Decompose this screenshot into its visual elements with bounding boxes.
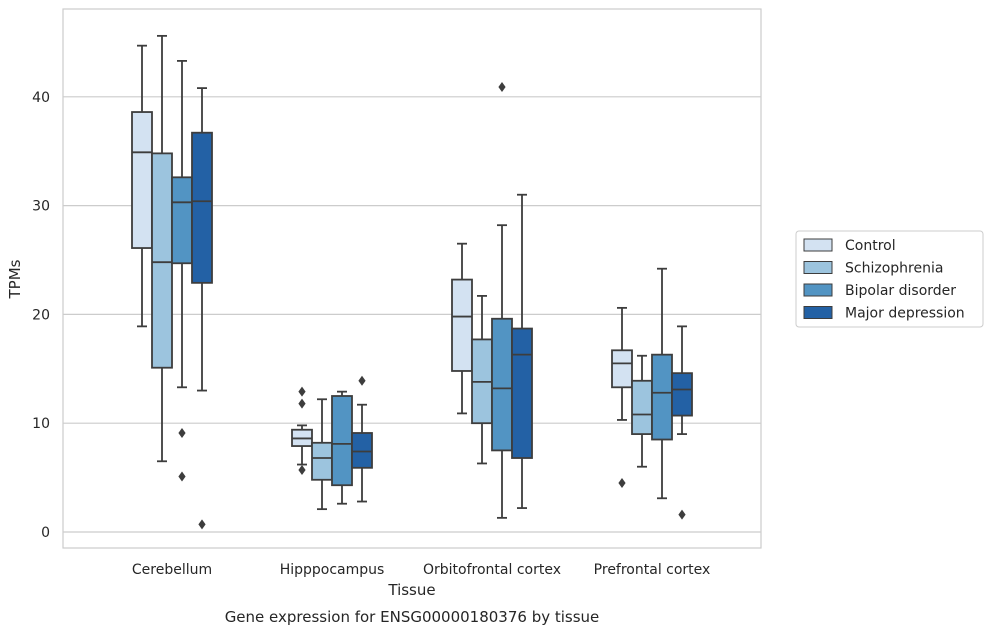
box	[131, 111, 153, 249]
box	[351, 432, 373, 469]
y-tick-label: 20	[32, 307, 50, 323]
y-tick-label: 40	[32, 90, 50, 106]
legend-label: Schizophrenia	[845, 261, 943, 277]
x-tick-label: Orbitofrontal cortex	[423, 562, 561, 578]
legend: Control Schizophrenia Bipolar disorder Majo…	[795, 230, 984, 328]
outlier-marker	[498, 82, 506, 93]
x-tick-label: Cerebellum	[132, 562, 212, 578]
outlier-marker	[178, 471, 186, 482]
box	[331, 395, 353, 487]
box	[191, 131, 213, 284]
legend-swatch	[803, 306, 833, 319]
legend-label: Major depression	[845, 306, 965, 322]
box	[311, 441, 333, 481]
legend-swatch	[803, 283, 833, 297]
box-group	[671, 325, 693, 520]
outlier-marker	[198, 519, 206, 530]
legend-label: Control	[845, 238, 896, 254]
legend-label: Bipolar disorder	[845, 283, 956, 299]
legend-swatch	[803, 261, 833, 274]
outlier-marker	[358, 375, 366, 386]
outlier-marker	[178, 427, 186, 438]
box	[511, 327, 533, 459]
x-axis-label: Tissue	[387, 581, 435, 599]
box-group	[191, 87, 213, 530]
box-group	[451, 242, 473, 415]
box	[151, 152, 173, 369]
box	[611, 349, 633, 389]
box	[451, 278, 473, 372]
box-group	[131, 44, 153, 328]
box	[171, 176, 193, 265]
box-group	[171, 59, 193, 482]
outlier-marker	[298, 398, 306, 409]
legend-frame	[795, 230, 984, 328]
y-tick-label: 30	[32, 199, 50, 215]
box-group	[291, 386, 313, 475]
outlier-marker	[618, 478, 626, 489]
y-axis-label: TPMs	[6, 259, 24, 299]
box	[491, 317, 513, 452]
x-tick-label: Prefrontal cortex	[594, 562, 711, 578]
box-group	[511, 193, 533, 509]
box	[651, 353, 673, 441]
outlier-marker	[678, 509, 686, 520]
plot-area	[62, 8, 762, 549]
box	[671, 372, 693, 417]
legend-swatch	[803, 238, 833, 252]
outlier-marker	[298, 464, 306, 475]
y-tick-labels: 0 10 20 30 40	[32, 90, 50, 541]
y-tick-label: 0	[41, 525, 50, 541]
boxes-layer	[131, 34, 693, 530]
box-group	[491, 82, 513, 519]
box-group	[311, 398, 333, 511]
y-tick-label: 10	[32, 416, 50, 432]
chart-caption: Gene expression for ENSG00000180376 by t…	[225, 608, 600, 626]
box-group	[351, 375, 373, 503]
outlier-marker	[298, 386, 306, 397]
x-tick-label: Hipppocampus	[280, 562, 385, 578]
box	[631, 379, 653, 435]
x-tick-labels: Cerebellum Hipppocampus Orbitofrontal cort…	[132, 562, 710, 578]
box-group	[611, 306, 633, 489]
